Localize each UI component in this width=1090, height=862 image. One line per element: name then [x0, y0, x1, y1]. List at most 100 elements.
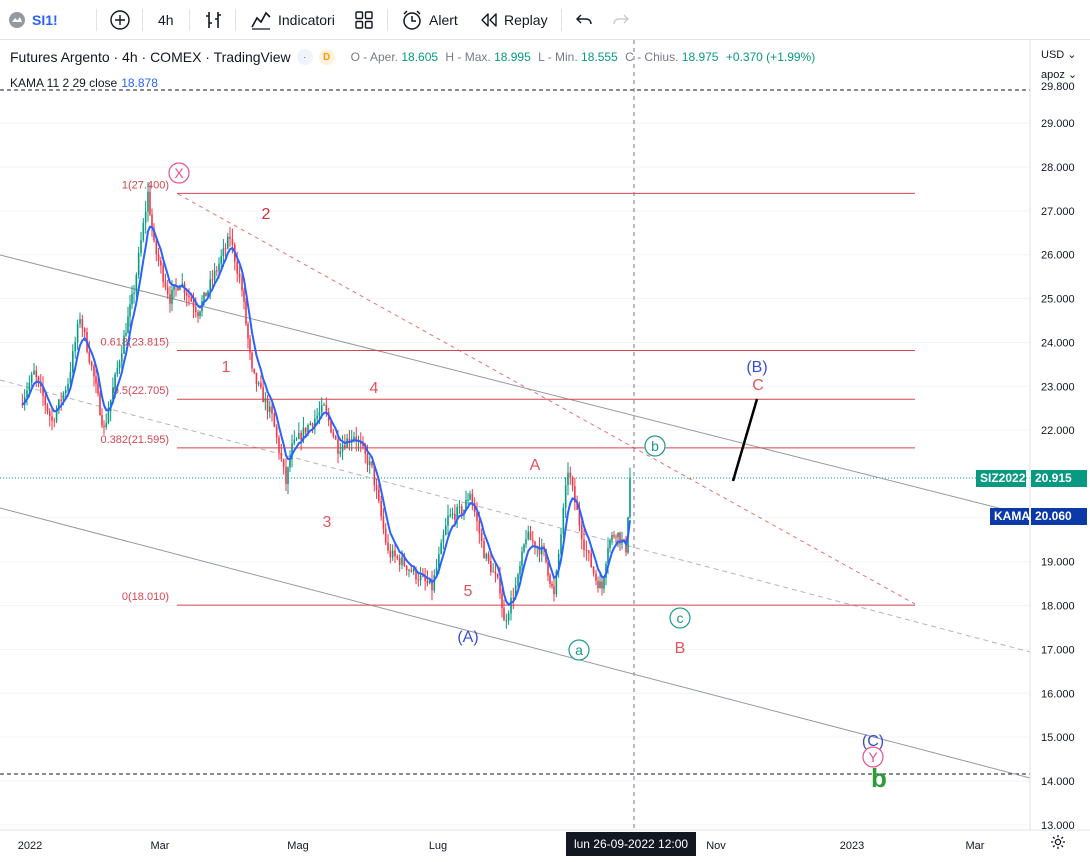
- candle-body: [302, 427, 305, 441]
- compare-add-symbol-button[interactable]: [109, 8, 131, 32]
- candle-body: [95, 376, 97, 384]
- wave-label[interactable]: c: [669, 607, 691, 629]
- candle-body: [103, 425, 105, 428]
- projection-line[interactable]: [731, 398, 759, 482]
- candle-body: [293, 439, 296, 444]
- candle-body: [224, 248, 227, 250]
- candle-body: [529, 531, 532, 541]
- candle-body: [355, 436, 358, 442]
- bar-style-button[interactable]: [204, 8, 224, 32]
- candle-body: [162, 265, 164, 282]
- scale-mode-selector[interactable]: apoz ⌄: [1041, 68, 1077, 81]
- interval-button[interactable]: 4h: [158, 8, 174, 32]
- candle-body: [55, 409, 58, 422]
- chart-settings-button[interactable]: [1050, 834, 1066, 855]
- candle-body: [494, 571, 497, 575]
- candle-body: [169, 294, 171, 304]
- price-tick-label: 22.000: [1041, 425, 1075, 437]
- indicators-button[interactable]: Indicatori: [250, 8, 335, 32]
- candle-body: [42, 386, 44, 397]
- wave-label[interactable]: (A): [457, 629, 478, 646]
- symbol-search-button[interactable]: SI1!: [8, 8, 58, 32]
- time-axis[interactable]: [0, 830, 1090, 862]
- wave-label[interactable]: X: [168, 162, 190, 184]
- alert-icon: [403, 10, 421, 30]
- alert-button[interactable]: Alert: [401, 8, 458, 32]
- price-tick-label: 17.000: [1041, 644, 1075, 656]
- wave-label-text: a: [575, 642, 583, 658]
- candle-body: [291, 443, 293, 460]
- wave-label-text: B: [675, 640, 686, 657]
- candle-body: [255, 372, 258, 385]
- low-label: L - Min.: [538, 50, 578, 64]
- replay-button[interactable]: Replay: [480, 8, 548, 32]
- candle-body: [51, 416, 53, 421]
- price-tick-label: 25.000: [1041, 294, 1075, 306]
- templates-button[interactable]: [354, 8, 374, 32]
- candle-body: [238, 273, 241, 278]
- candle-body: [220, 256, 222, 264]
- low-value: 18.555: [581, 50, 618, 64]
- gear-icon: [1051, 835, 1065, 849]
- candle-body: [236, 261, 238, 274]
- candle-body: [465, 499, 467, 510]
- candle-body: [164, 281, 167, 288]
- price-chart[interactable]: 1(27.400) 0.618(23.815) 0.5(22.705) 0.382(2…: [0, 40, 1090, 862]
- candle-body: [389, 550, 392, 558]
- candle-body: [28, 382, 31, 391]
- candle-body: [440, 542, 442, 555]
- redo-button[interactable]: [612, 8, 630, 32]
- replay-label: Replay: [504, 12, 548, 28]
- candle-body: [280, 452, 283, 460]
- candle-body: [629, 478, 631, 518]
- candle-body: [203, 292, 205, 302]
- wave-label[interactable]: b: [644, 435, 666, 457]
- candle-body: [517, 574, 519, 586]
- candle-body: [118, 361, 121, 368]
- candle-body: [424, 576, 426, 581]
- candle-body: [576, 502, 578, 510]
- wave-label[interactable]: A: [530, 457, 541, 474]
- wave-label-text: (C): [862, 733, 884, 750]
- wave-label-text: c: [677, 610, 684, 626]
- wave-label[interactable]: 1: [222, 359, 231, 376]
- wave-label[interactable]: (C): [862, 733, 884, 750]
- symbol-name: SI1!: [32, 12, 58, 28]
- wave-label[interactable]: 3: [323, 514, 332, 531]
- delay-badge[interactable]: D: [318, 49, 335, 65]
- undo-button[interactable]: [575, 8, 593, 32]
- candle-body: [207, 290, 209, 297]
- candle-body: [62, 392, 65, 401]
- price-axis[interactable]: [1030, 40, 1090, 830]
- candle-body: [505, 620, 508, 622]
- candle-body: [53, 420, 56, 422]
- wave-label-text: 2: [262, 206, 271, 223]
- wave-labels[interactable]: X 2 1 4 3 5 (A) Aa b cB (B)C (C)Yb: [168, 162, 887, 793]
- wave-label[interactable]: (B): [746, 359, 767, 376]
- candle-body: [525, 539, 527, 545]
- candle-body: [534, 541, 536, 548]
- fibonacci-retracement[interactable]: 1(27.400) 0.618(23.815) 0.5(22.705) 0.382(2…: [101, 179, 916, 606]
- wave-label[interactable]: a: [568, 639, 590, 661]
- open-label: O - Aper.: [350, 50, 398, 64]
- candle-body: [592, 566, 595, 574]
- indicator-legend[interactable]: KAMA 11 2 29 close 18.878: [10, 76, 158, 90]
- candle-body: [316, 415, 318, 419]
- currency-selector[interactable]: USD ⌄: [1041, 48, 1077, 61]
- wave-label[interactable]: 2: [262, 206, 271, 223]
- candle-body: [578, 509, 581, 526]
- candle-body: [341, 445, 344, 452]
- wave-label[interactable]: 5: [464, 583, 473, 600]
- wave-label[interactable]: Y: [862, 746, 884, 768]
- wave-label[interactable]: C: [752, 377, 764, 394]
- wave-label[interactable]: b: [871, 763, 887, 793]
- candle-body: [330, 420, 332, 433]
- chart-legend[interactable]: Futures Argento · 4h · COMEX · TradingVi…: [10, 49, 815, 65]
- wave-label[interactable]: 4: [370, 380, 379, 397]
- wave-label[interactable]: B: [675, 640, 686, 657]
- kama-line: [21, 225, 631, 607]
- open-value: 18.605: [401, 50, 439, 64]
- candle-body: [33, 370, 35, 375]
- candle-body: [476, 511, 478, 521]
- symbol-price-value-tag: 20.915: [1031, 470, 1087, 487]
